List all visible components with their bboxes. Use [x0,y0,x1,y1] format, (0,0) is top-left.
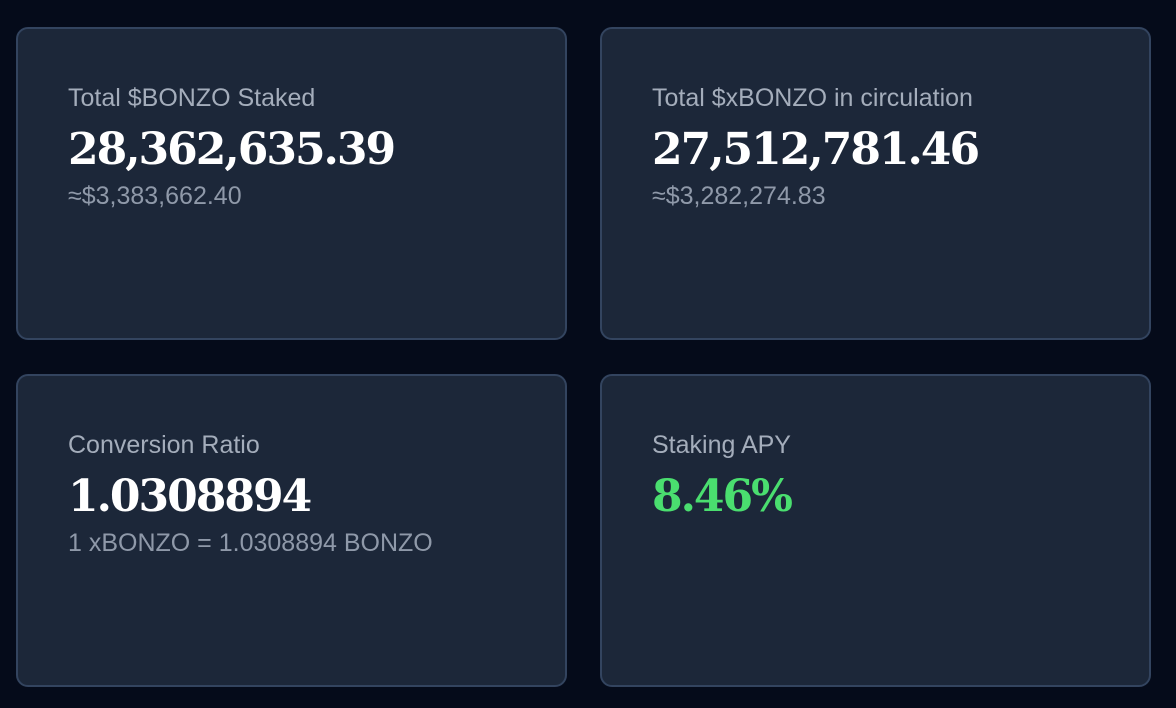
card-label: Total $xBONZO in circulation [652,84,973,112]
staking-apy-card: Staking APY 8.46% [600,374,1151,687]
card-label: Staking APY [652,431,791,459]
card-label: Conversion Ratio [68,431,260,459]
staking-apy-value: 8.46% [652,471,793,522]
xbonzo-circulation-usd-value: ≈$3,282,274.83 [652,182,826,210]
card-label: Total $BONZO Staked [68,84,316,112]
total-staked-usd-value: ≈$3,383,662.40 [68,182,242,210]
total-staked-value: 28,362,635.39 [68,124,396,175]
conversion-ratio-card: Conversion Ratio 1.0308894 1 xBONZO = 1.… [16,374,567,687]
conversion-ratio-value: 1.0308894 [68,471,312,522]
total-bonzo-staked-card: Total $BONZO Staked 28,362,635.39 ≈$3,38… [16,27,567,340]
conversion-ratio-description: 1 xBONZO = 1.0308894 BONZO [68,529,433,557]
total-xbonzo-circulation-card: Total $xBONZO in circulation 27,512,781.… [600,27,1151,340]
xbonzo-circulation-value: 27,512,781.46 [652,124,980,175]
